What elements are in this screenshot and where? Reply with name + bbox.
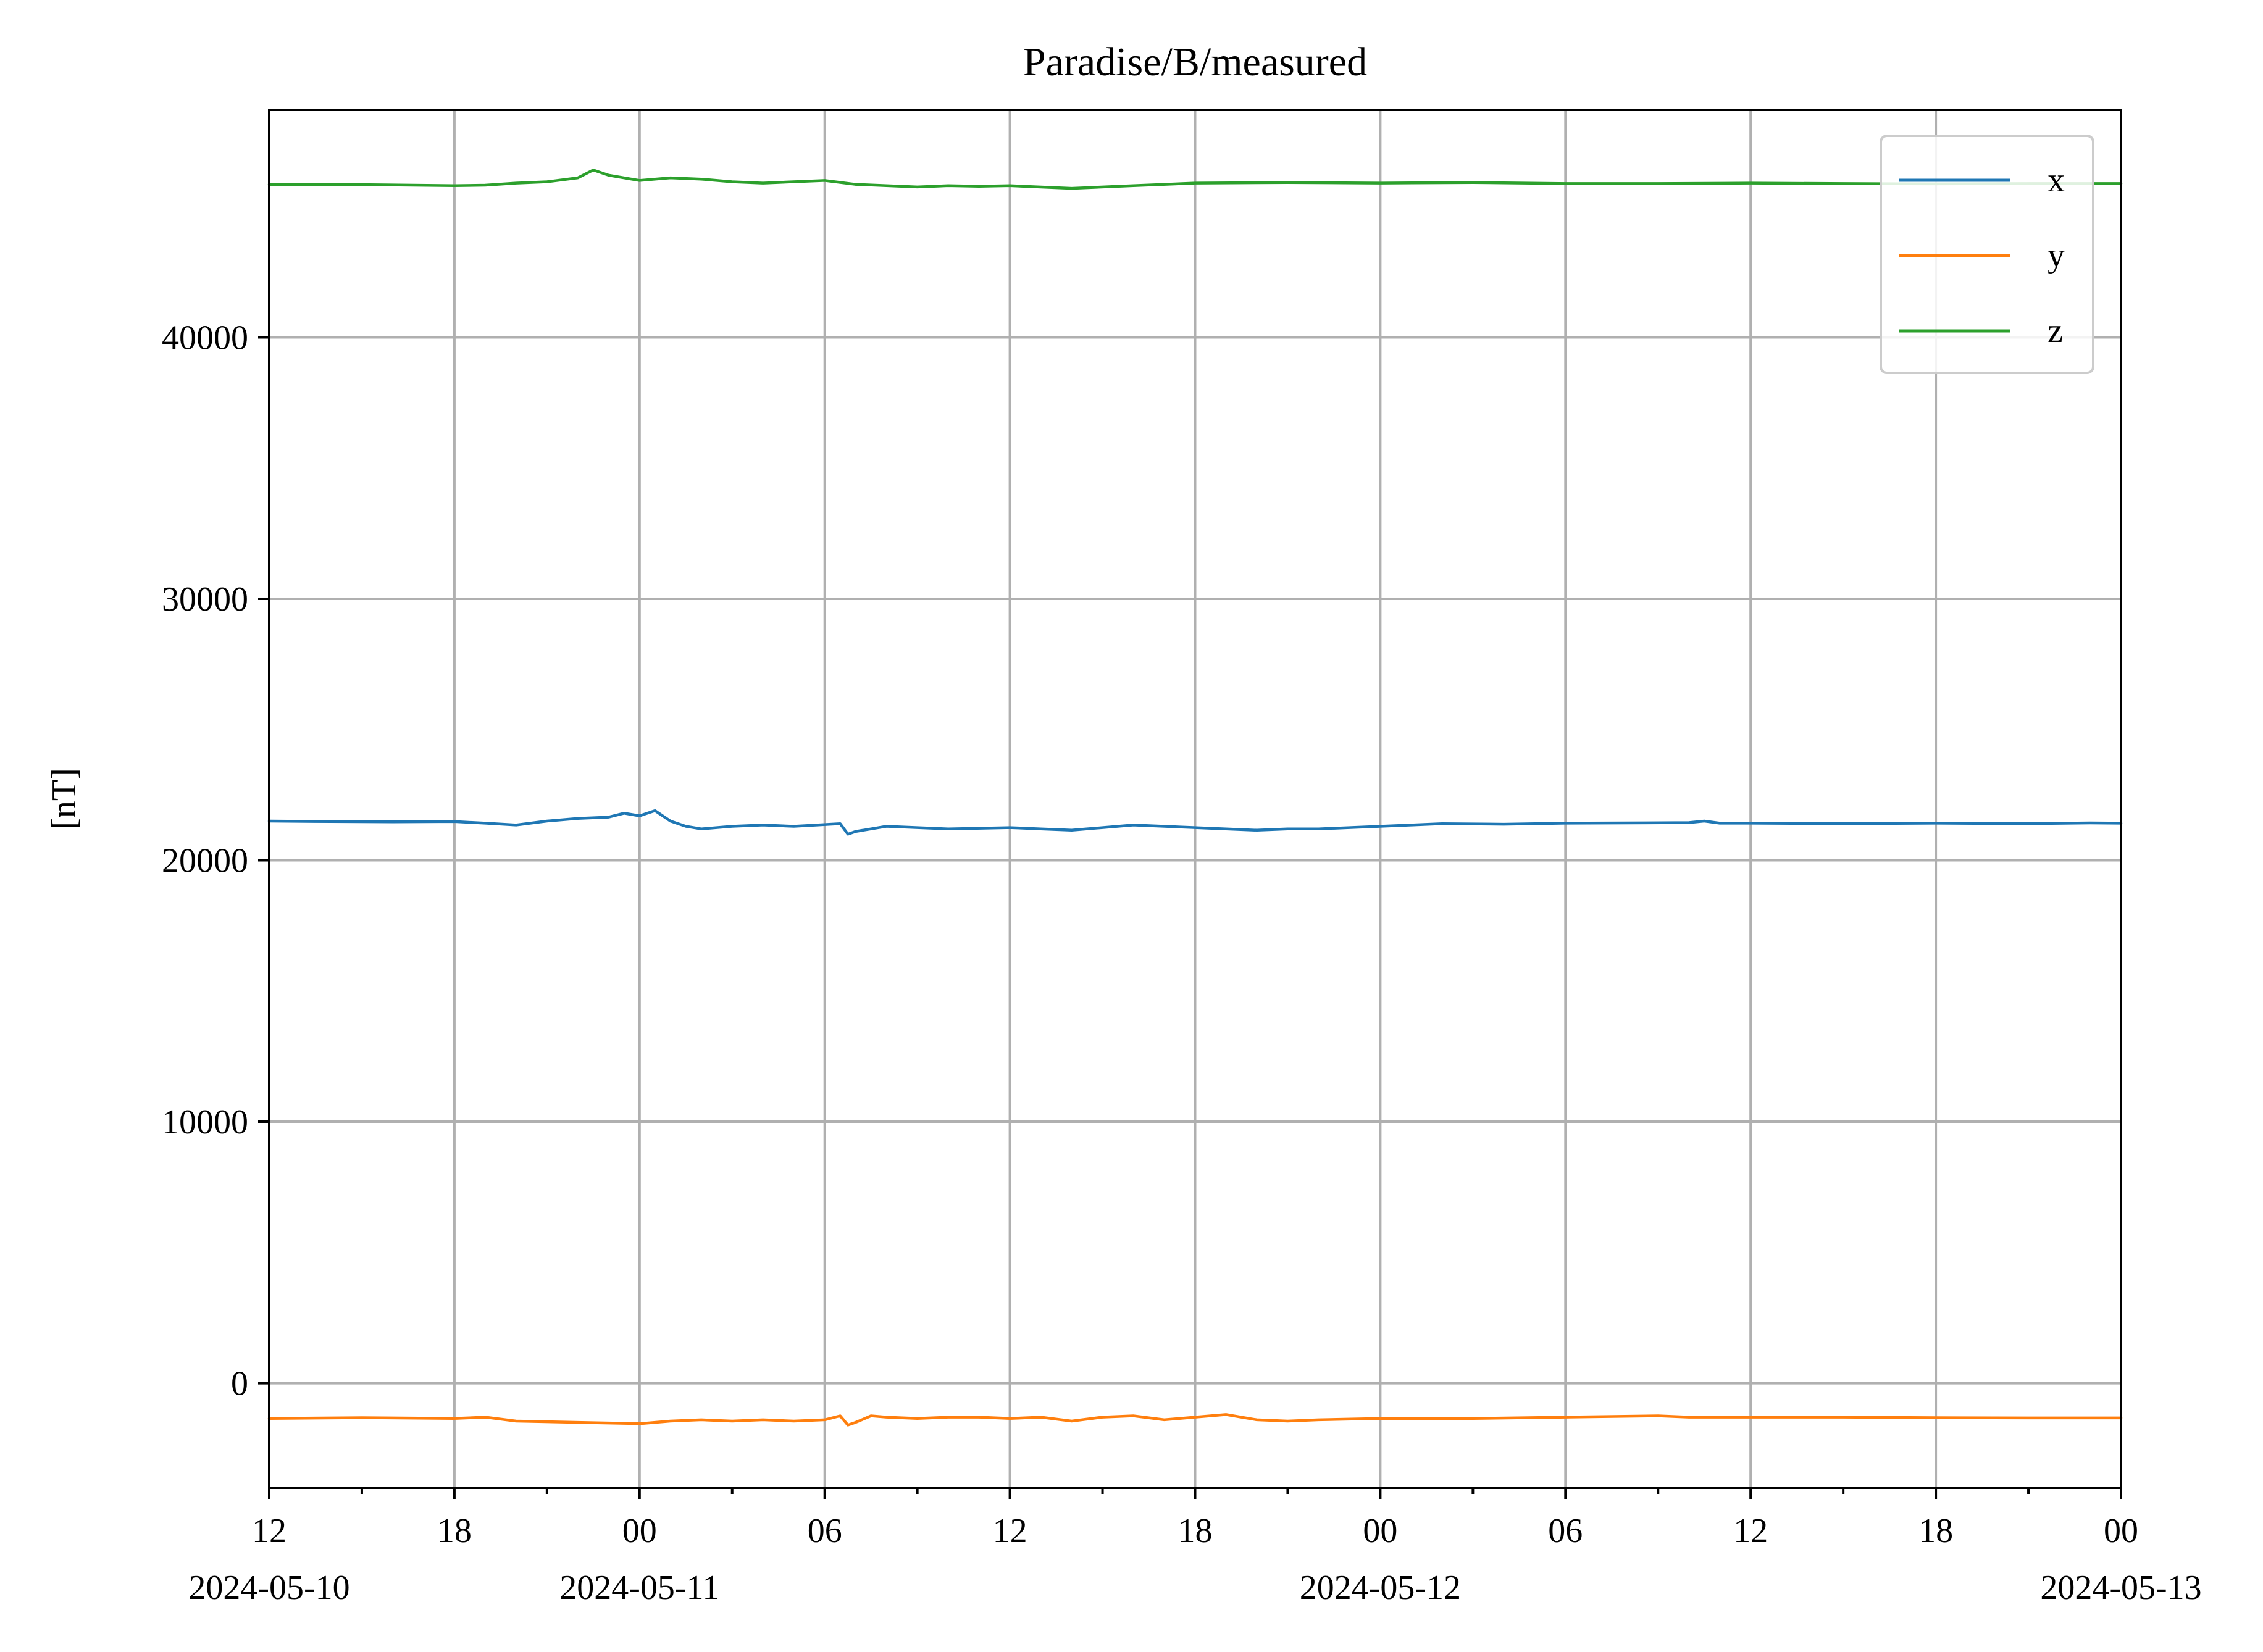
y-tick-label: 0 bbox=[231, 1365, 248, 1403]
x-tick-label: 18 bbox=[1918, 1512, 1953, 1550]
y-tick-label: 20000 bbox=[162, 842, 248, 880]
x-tick-label: 06 bbox=[808, 1512, 842, 1550]
series-line-x bbox=[267, 809, 2123, 836]
legend: xyz bbox=[1880, 135, 2094, 374]
x-tick-label: 00 bbox=[2104, 1512, 2138, 1550]
x-date-label: 2024-05-11 bbox=[559, 1569, 719, 1607]
grid bbox=[268, 110, 2122, 1488]
x-date-label: 2024-05-10 bbox=[188, 1569, 349, 1607]
x-tick-label: 12 bbox=[1733, 1512, 1768, 1550]
y-tick-label: 30000 bbox=[162, 580, 248, 619]
y-axis-label: [nT] bbox=[45, 768, 83, 830]
legend-label-z: z bbox=[2048, 312, 2063, 350]
chart-title: Paradise/B/measured bbox=[1023, 40, 1367, 85]
x-tick-label: 12 bbox=[252, 1512, 287, 1550]
series-layer bbox=[267, 169, 2123, 1427]
x-tick-label: 00 bbox=[1363, 1512, 1397, 1550]
series-line-z bbox=[267, 169, 2123, 190]
x-date-label: 2024-05-13 bbox=[2040, 1569, 2201, 1607]
x-tick-label: 00 bbox=[622, 1512, 657, 1550]
y-tick-label: 40000 bbox=[162, 319, 248, 357]
x-tick-label: 06 bbox=[1548, 1512, 1583, 1550]
x-tick-label: 12 bbox=[993, 1512, 1027, 1550]
x-date-label: 2024-05-12 bbox=[1300, 1569, 1461, 1607]
x-tick-label: 18 bbox=[1178, 1512, 1213, 1550]
x-tick-label: 18 bbox=[437, 1512, 472, 1550]
legend-label-x: x bbox=[2048, 161, 2065, 199]
series-line-y bbox=[267, 1413, 2123, 1427]
axis-ticks: 0 10000 20000 30000 40000 12 2024-05-10 18 00 202… bbox=[162, 319, 2202, 1607]
legend-label-y: y bbox=[2048, 236, 2065, 275]
y-tick-label: 10000 bbox=[162, 1103, 248, 1141]
